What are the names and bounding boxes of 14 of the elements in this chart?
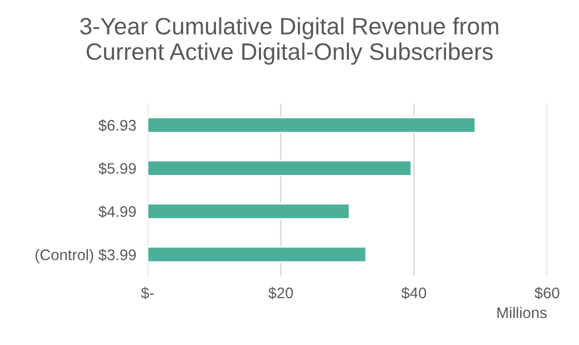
x-axis-title: Millions — [497, 306, 547, 318]
chart-title: 3-Year Cumulative Digital Revenue from Current Active Digital-Only Subscribers — [80, 17, 498, 65]
bar — [148, 246, 367, 263]
bar — [148, 160, 412, 176]
y-tick-label: $4.99 — [98, 206, 136, 218]
bar — [148, 116, 476, 134]
y-tick-label: $6.93 — [98, 119, 136, 132]
x-tick-label: $40 — [401, 286, 426, 300]
x-tick-label: $60 — [534, 286, 560, 300]
x-tick-label: $20 — [268, 286, 293, 300]
y-tick-label: $5.99 — [98, 162, 136, 175]
x-tick-label: $- — [141, 286, 154, 300]
bar — [148, 203, 350, 220]
y-tick-label: (Control) $3.99 — [36, 248, 136, 264]
